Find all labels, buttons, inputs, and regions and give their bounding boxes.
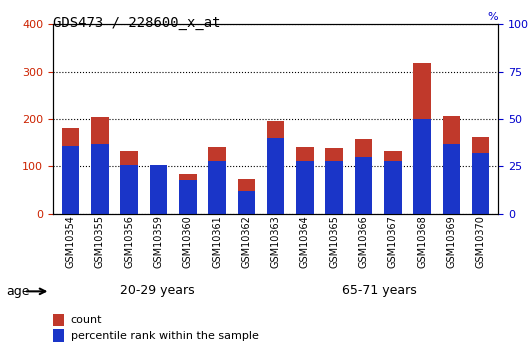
Bar	[325, 161, 343, 214]
Text: GSM10362: GSM10362	[241, 215, 251, 268]
Bar	[472, 153, 489, 214]
Text: GSM10367: GSM10367	[388, 215, 398, 268]
Text: GSM10368: GSM10368	[417, 215, 427, 268]
Bar	[91, 117, 109, 214]
Bar	[267, 138, 285, 214]
Text: GSM10369: GSM10369	[446, 215, 456, 268]
Text: age: age	[6, 285, 30, 298]
Bar	[179, 180, 197, 214]
Text: 20-29 years: 20-29 years	[120, 284, 194, 297]
Text: GSM10361: GSM10361	[212, 215, 222, 268]
Bar	[413, 63, 431, 214]
Text: GSM10366: GSM10366	[358, 215, 368, 268]
Bar	[296, 147, 314, 214]
Bar	[149, 167, 167, 214]
Text: GSM10370: GSM10370	[475, 215, 485, 268]
Bar	[384, 151, 402, 214]
Text: GSM10359: GSM10359	[154, 215, 163, 268]
Bar	[267, 121, 285, 214]
Bar	[62, 146, 80, 214]
Bar	[413, 119, 431, 214]
Bar	[296, 161, 314, 214]
Bar	[62, 128, 80, 214]
Bar	[208, 147, 226, 214]
Bar	[443, 144, 460, 214]
Bar	[120, 151, 138, 214]
Text: GSM10363: GSM10363	[271, 215, 280, 268]
Text: GSM10364: GSM10364	[300, 215, 310, 268]
Bar	[208, 161, 226, 214]
Text: GSM10354: GSM10354	[66, 215, 76, 268]
Text: GDS473 / 228600_x_at: GDS473 / 228600_x_at	[53, 16, 220, 30]
Bar	[355, 139, 372, 214]
Text: 65-71 years: 65-71 years	[342, 284, 417, 297]
Text: %: %	[488, 12, 498, 22]
Text: percentile rank within the sample: percentile rank within the sample	[71, 331, 259, 341]
Text: GSM10365: GSM10365	[329, 215, 339, 268]
Text: GSM10355: GSM10355	[95, 215, 105, 268]
Text: GSM10360: GSM10360	[183, 215, 193, 268]
Text: count: count	[71, 315, 102, 325]
Bar	[237, 191, 255, 214]
Bar	[179, 174, 197, 214]
Bar	[443, 116, 460, 214]
Bar	[325, 148, 343, 214]
Bar	[237, 179, 255, 214]
Bar	[53, 314, 64, 326]
Bar	[149, 165, 167, 214]
Bar	[91, 144, 109, 214]
Bar	[120, 165, 138, 214]
Bar	[355, 157, 372, 214]
Text: GSM10356: GSM10356	[124, 215, 134, 268]
Bar	[53, 329, 64, 342]
Bar	[384, 161, 402, 214]
Bar	[472, 137, 489, 214]
